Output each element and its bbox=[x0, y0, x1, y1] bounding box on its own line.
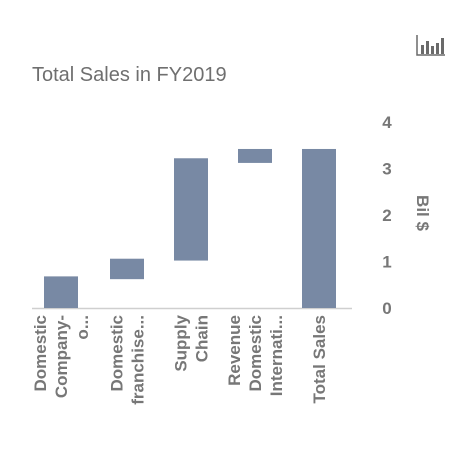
x-tick-label-0-line-0: Domestic bbox=[31, 315, 50, 392]
x-tick-label-1-line-0: Domestic bbox=[108, 315, 127, 392]
chart-title: Total Sales in FY2019 bbox=[32, 64, 227, 86]
x-tick-label-3-line-1: Domestic bbox=[246, 315, 265, 392]
x-tick-label-4-line-0: Total Sales bbox=[310, 315, 329, 404]
x-tick-label-3-line-0: Revenue bbox=[225, 315, 244, 386]
y-tick-label-3: 3 bbox=[382, 160, 391, 179]
chart-type-button[interactable] bbox=[416, 34, 446, 56]
x-tick-label-0-line-1: Company- bbox=[52, 315, 71, 398]
x-tick-label-0: Domestic Company-o... bbox=[31, 315, 92, 398]
x-tick-label-0-line-2: o... bbox=[73, 315, 92, 340]
x-ticks-group: Domestic Company-o... Domestic franchise...… bbox=[31, 314, 329, 404]
y-tick-label-0: 0 bbox=[382, 299, 391, 318]
x-tick-label-2-line-1: Chain bbox=[193, 315, 212, 362]
bar-3[interactable] bbox=[238, 148, 272, 163]
x-tick-label-2: Supply Chain bbox=[172, 314, 212, 371]
y-axis-label-text: Bil $ bbox=[413, 195, 432, 231]
y-tick-label-4: 4 bbox=[382, 113, 392, 132]
y-ticks-group: 0 1 2 3 4 bbox=[382, 113, 392, 318]
y-tick-label-1: 1 bbox=[382, 253, 391, 272]
bar-0[interactable] bbox=[44, 276, 78, 308]
y-axis-label: Bil $ bbox=[407, 195, 437, 231]
x-tick-label-3-line-2: Internati... bbox=[267, 315, 286, 396]
x-tick-label-4: Total Sales bbox=[310, 315, 329, 404]
x-tick-label-1: Domestic franchise... bbox=[108, 315, 148, 405]
x-tick-label-1-line-1: franchise... bbox=[129, 315, 148, 405]
y-tick-label-2: 2 bbox=[382, 206, 391, 225]
bar-chart-icon bbox=[416, 35, 445, 56]
bar-4[interactable] bbox=[302, 148, 336, 308]
bar-2[interactable] bbox=[174, 158, 208, 261]
bar-1[interactable] bbox=[110, 258, 144, 280]
x-tick-label-3: Revenue Domestic Internati... bbox=[225, 315, 286, 396]
bars-group bbox=[44, 148, 336, 308]
x-tick-label-2-line-0: Supply bbox=[172, 314, 191, 371]
